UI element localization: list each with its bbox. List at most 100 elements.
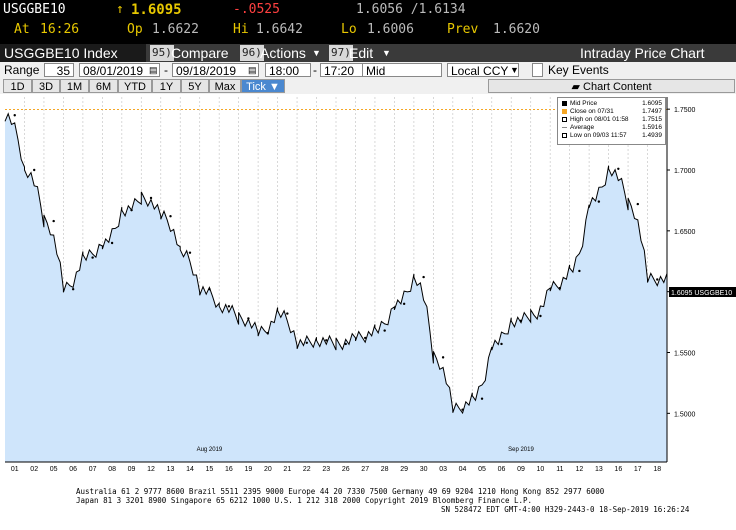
legend-swatch xyxy=(562,132,567,138)
tab-1d[interactable]: 1D xyxy=(3,79,32,93)
x-tick-label: 03 xyxy=(439,466,447,473)
bid-ask: 1.6056 /1.6134 xyxy=(356,2,466,17)
security-field[interactable]: USGGBE10 Index xyxy=(0,44,146,62)
currency-select[interactable]: Local CCY xyxy=(447,63,519,78)
calendar-icon[interactable]: ▤ xyxy=(248,65,257,75)
x-tick-label: 29 xyxy=(400,466,408,473)
x-tick-label: 09 xyxy=(517,466,525,473)
price-tag-label: 1.6095 USGGBE10 xyxy=(671,290,732,297)
data-point xyxy=(286,312,289,315)
data-point xyxy=(149,196,153,200)
x-tick-label: 12 xyxy=(147,466,155,473)
data-point xyxy=(91,256,94,259)
x-tick-label: 10 xyxy=(537,466,545,473)
y-tick-label: 1.5500 xyxy=(674,351,696,358)
data-point xyxy=(33,168,36,172)
legend-item-low: Low on 09/03 11:57 xyxy=(562,132,627,140)
legend-value: 1.7515 xyxy=(642,116,662,123)
tab-1m[interactable]: 1M xyxy=(60,79,89,93)
chart-content-label: Chart Content xyxy=(583,81,652,93)
data-point xyxy=(617,167,620,170)
range-bar: Range 35 08/01/2019 ▤ - 09/18/2019 ▤ 18:… xyxy=(0,62,736,79)
data-point xyxy=(558,286,562,290)
end-time-input[interactable]: 17:20 xyxy=(320,63,365,78)
data-point xyxy=(636,202,639,206)
tab-5y[interactable]: 5Y xyxy=(181,79,209,93)
prev-label: Prev xyxy=(447,22,479,37)
data-point xyxy=(52,219,55,223)
x-tick-label: 30 xyxy=(420,466,428,473)
legend-value: 1.5916 xyxy=(642,124,662,131)
edit-button[interactable]: Edit xyxy=(349,45,374,61)
month-label: Aug 2019 xyxy=(197,447,223,453)
up-arrow-icon: ↑ xyxy=(116,2,124,17)
end-date-input[interactable]: 09/18/2019 xyxy=(172,63,259,78)
x-tick-label: 13 xyxy=(167,466,175,473)
data-point xyxy=(597,200,601,203)
data-point xyxy=(13,114,16,117)
x-tick-label: 06 xyxy=(498,466,506,473)
start-date-input[interactable]: 08/01/2019 xyxy=(79,63,160,78)
prev-value: 1.6620 xyxy=(493,22,540,37)
data-point xyxy=(461,408,464,411)
compare-number: 95) xyxy=(150,45,174,61)
legend-swatch xyxy=(562,116,567,122)
field-select[interactable]: Mid xyxy=(362,63,442,78)
net-change: -.0525 xyxy=(233,2,280,17)
footer-contacts-line2: Japan 81 3 3201 8900 Singapore 65 6212 1… xyxy=(76,496,533,505)
data-point xyxy=(402,302,406,306)
range-label: Range xyxy=(4,63,40,77)
data-point xyxy=(500,342,503,346)
x-tick-label: 21 xyxy=(283,466,291,473)
x-tick-label: 12 xyxy=(575,466,583,473)
chart-content-button[interactable]: ▰ Chart Content xyxy=(488,79,735,93)
legend-item-close: Close on 07/31 xyxy=(562,108,614,116)
legend-swatch xyxy=(562,126,567,128)
high-value: 1.6642 xyxy=(256,22,303,37)
legend-swatch xyxy=(562,100,567,106)
key-events-checkbox[interactable] xyxy=(532,63,543,77)
data-point xyxy=(110,241,114,245)
legend-value: 1.7497 xyxy=(642,108,662,115)
data-point xyxy=(188,251,192,254)
tab-max[interactable]: Max xyxy=(209,79,241,93)
data-point xyxy=(169,215,172,218)
x-tick-label: 02 xyxy=(30,466,38,473)
time-separator: - xyxy=(313,63,317,77)
actions-dropdown-icon[interactable]: ▼ xyxy=(312,48,321,58)
range-separator: - xyxy=(164,63,168,77)
x-tick-label: 11 xyxy=(556,466,563,473)
x-tick-label: 07 xyxy=(89,466,97,473)
x-tick-label: 14 xyxy=(186,466,194,473)
tab-3d[interactable]: 3D xyxy=(32,79,60,93)
data-point xyxy=(227,305,231,308)
edit-dropdown-icon[interactable]: ▼ xyxy=(382,48,391,58)
actions-button[interactable]: Actions xyxy=(260,45,306,61)
data-point xyxy=(266,331,270,335)
quote-time: 16:26 xyxy=(40,22,80,37)
tab-tick[interactable]: Tick ▼ xyxy=(241,79,285,93)
calendar-icon[interactable]: ▤ xyxy=(149,65,158,75)
tab-6m[interactable]: 6M xyxy=(89,79,118,93)
chevron-down-icon[interactable]: ▼ xyxy=(510,65,519,75)
at-label: At xyxy=(14,22,30,37)
footer-session-info: SN 528472 EDT GMT-4:00 H329-2443-0 18-Se… xyxy=(441,505,690,514)
tab-1y[interactable]: 1Y xyxy=(152,79,181,93)
price-line xyxy=(4,112,668,415)
x-tick-label: 17 xyxy=(634,466,642,473)
month-label: Sep 2019 xyxy=(508,447,534,453)
high-label: Hi xyxy=(233,22,249,37)
x-tick-label: 19 xyxy=(244,466,252,473)
tab-ytd[interactable]: YTD xyxy=(118,79,152,93)
y-tick-label: 1.5000 xyxy=(674,411,696,418)
data-point xyxy=(364,336,367,340)
legend-value: 1.6095 xyxy=(642,100,662,107)
start-time-input[interactable]: 18:00 xyxy=(265,63,311,78)
legend-swatch xyxy=(562,108,567,114)
range-days-input[interactable]: 35 xyxy=(44,63,74,78)
open-value: 1.6622 xyxy=(152,22,199,37)
compare-button[interactable]: Compare xyxy=(171,45,229,61)
chart-legend: Mid Price 1.6095 Close on 07/31 1.7497 H… xyxy=(557,97,666,145)
